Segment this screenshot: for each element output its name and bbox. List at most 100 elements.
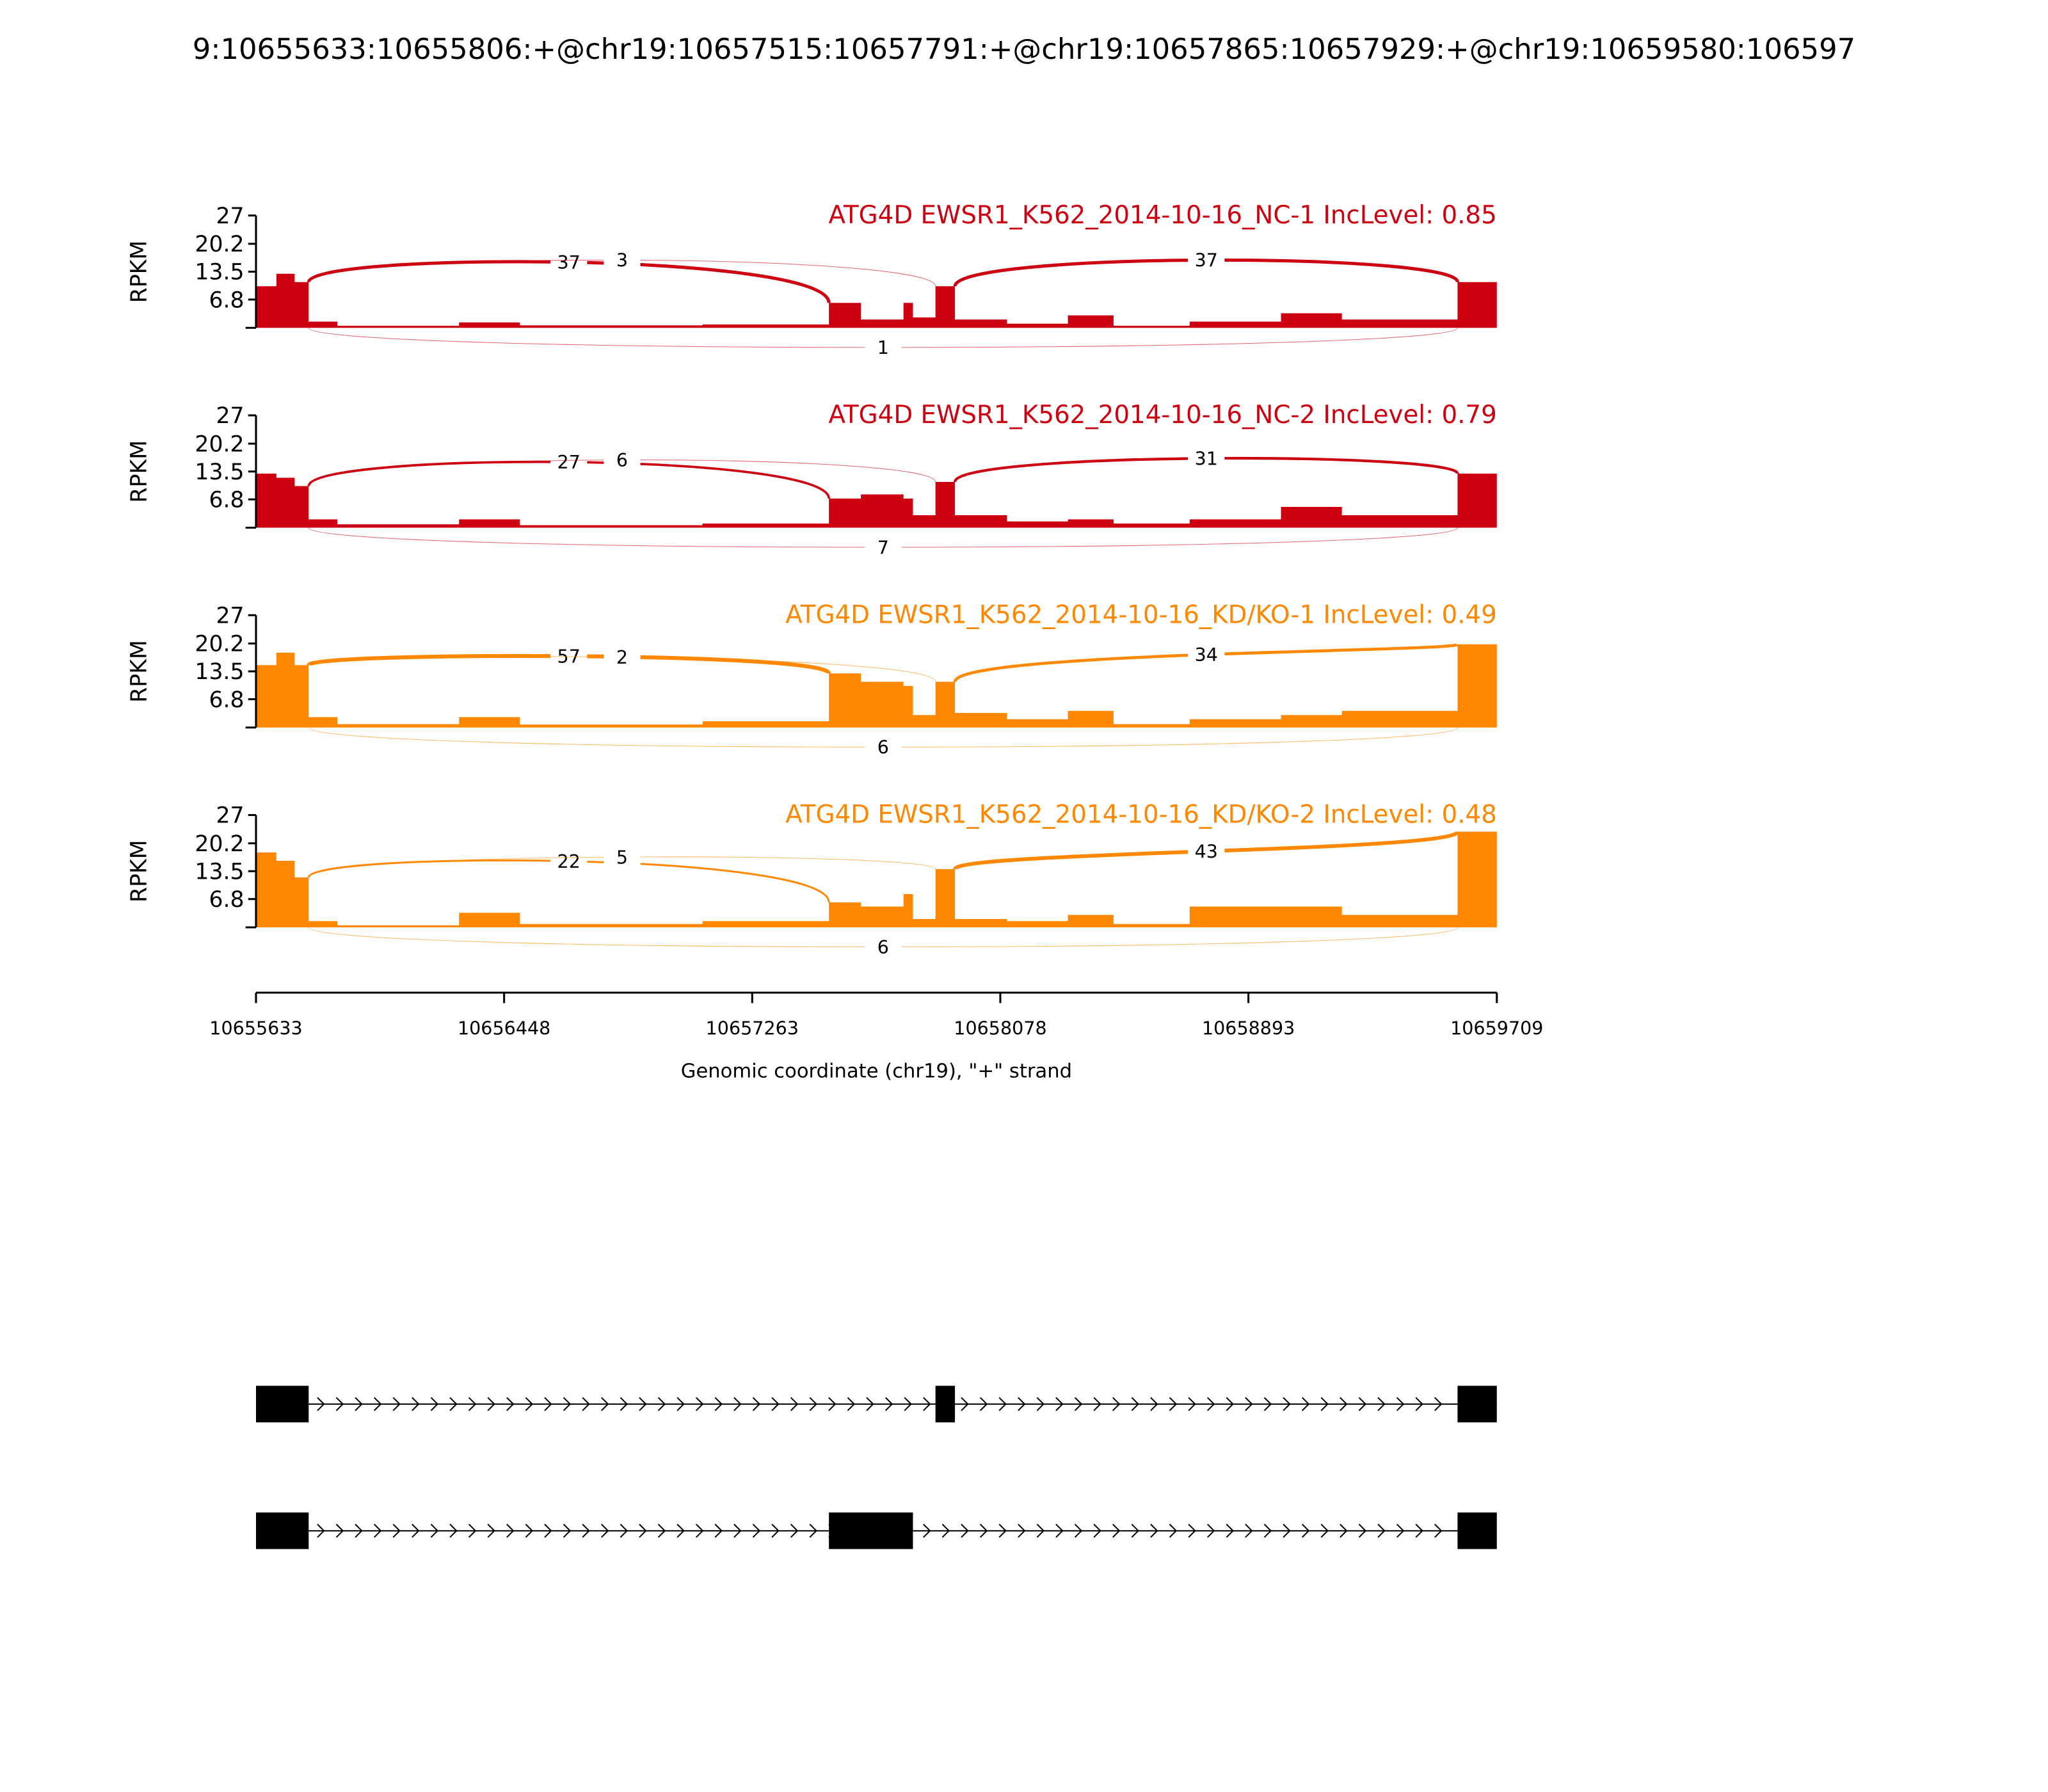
sample-title: ATG4D EWSR1_K562_2014-10-16_NC-1 IncLeve… [828, 201, 1496, 230]
strand-arrow-icon [1320, 1396, 1329, 1411]
strand-arrow-icon [828, 1396, 836, 1411]
isoform [256, 1512, 1497, 1549]
y-tick-label: 27 [216, 603, 244, 628]
strand-arrow-icon [1377, 1523, 1386, 1538]
x-tick-label: 10656448 [458, 1017, 550, 1039]
strand-arrow-icon [1131, 1523, 1140, 1538]
y-tick-label: 13.5 [195, 260, 244, 285]
y-axis-label: RPKM [127, 241, 152, 303]
y-tick-label: 27 [216, 204, 244, 229]
y-axis-label: RPKM [127, 640, 152, 703]
strand-arrow-icon [809, 1523, 817, 1538]
strand-arrow-icon [714, 1523, 723, 1538]
strand-arrow-icon [1396, 1396, 1405, 1411]
junction-label-bg [865, 737, 902, 758]
strand-arrow-icon [1036, 1396, 1045, 1411]
junction-label-bg [550, 451, 588, 473]
y-tick-label: 6.8 [209, 488, 244, 513]
strand-arrow-icon [582, 1523, 590, 1538]
strand-arrow-icon [1283, 1523, 1291, 1538]
strand-arrow-icon [961, 1396, 969, 1411]
strand-arrow-icon [979, 1523, 988, 1538]
strand-arrow-icon [355, 1523, 363, 1538]
strand-arrow-icon [809, 1396, 817, 1411]
strand-arrow-icon [1169, 1396, 1178, 1411]
strand-arrow-icon [1226, 1523, 1234, 1538]
strand-arrow-icon [676, 1396, 685, 1411]
x-tick-label: 10659709 [1450, 1017, 1543, 1039]
junction-count: 31 [1195, 447, 1218, 469]
sample-title: ATG4D EWSR1_K562_2014-10-16_KD/KO-1 IncL… [785, 600, 1496, 629]
y-axis-label: RPKM [127, 440, 152, 503]
strand-arrow-icon [392, 1523, 401, 1538]
strand-arrow-icon [487, 1523, 495, 1538]
strand-arrow-icon [468, 1523, 477, 1538]
junction-label-bg [1188, 644, 1225, 666]
strand-arrow-icon [676, 1523, 685, 1538]
strand-arrow-icon [1074, 1396, 1083, 1411]
strand-arrow-icon [733, 1523, 742, 1538]
strand-arrow-icon [430, 1396, 439, 1411]
exon [829, 1512, 913, 1549]
exon [256, 1386, 309, 1423]
strand-arrow-icon [1301, 1396, 1310, 1411]
x-tick-label: 10655633 [209, 1017, 302, 1039]
strand-arrow-icon [904, 1396, 912, 1411]
strand-arrow-icon [449, 1523, 458, 1538]
x-axis-label: Genomic coordinate (chr19), "+" strand [681, 1060, 1072, 1083]
coverage-area [256, 273, 1497, 328]
strand-arrow-icon [1245, 1523, 1253, 1538]
strand-arrow-icon [979, 1396, 988, 1411]
strand-arrow-icon [941, 1523, 950, 1538]
exon [935, 1386, 956, 1423]
junction-label-bg [550, 851, 588, 872]
y-tick-label: 20.2 [195, 632, 244, 657]
strand-arrow-icon [335, 1523, 344, 1538]
strand-arrow-icon [1434, 1523, 1443, 1538]
strand-arrow-icon [1036, 1523, 1045, 1538]
junction-label-bg [604, 449, 641, 470]
strand-arrow-icon [506, 1523, 515, 1538]
strand-arrow-icon [1415, 1523, 1423, 1538]
strand-arrow-icon [525, 1396, 534, 1411]
junction-count: 6 [616, 449, 628, 471]
junction-label-bg [865, 936, 902, 957]
strand-arrow-icon [1131, 1396, 1140, 1411]
strand-arrow-icon [601, 1523, 609, 1538]
strand-arrow-icon [714, 1396, 723, 1411]
y-tick-label: 27 [216, 803, 244, 829]
coverage-area [256, 831, 1497, 927]
strand-arrow-icon [1226, 1396, 1234, 1411]
y-tick-label: 6.8 [209, 887, 244, 913]
isoform [256, 1386, 1497, 1423]
strand-arrow-icon [1301, 1523, 1310, 1538]
strand-arrow-icon [1358, 1396, 1367, 1411]
strand-arrow-icon [1188, 1396, 1196, 1411]
strand-arrow-icon [1169, 1523, 1178, 1538]
strand-arrow-icon [412, 1396, 420, 1411]
gene-model [256, 1386, 1497, 1549]
strand-arrow-icon [1396, 1523, 1405, 1538]
strand-arrow-icon [1112, 1396, 1121, 1411]
junction-count: 27 [557, 451, 580, 473]
strand-arrow-icon [866, 1396, 874, 1411]
strand-arrow-icon [771, 1396, 780, 1411]
strand-arrow-icon [884, 1396, 893, 1411]
strand-arrow-icon [1018, 1523, 1026, 1538]
strand-arrow-icon [355, 1396, 363, 1411]
strand-arrow-icon [430, 1523, 439, 1538]
junction-label-bg [865, 337, 902, 358]
x-tick-label: 10657263 [706, 1017, 799, 1039]
coverage-area [256, 473, 1497, 528]
strand-arrow-icon [657, 1523, 666, 1538]
y-tick-label: 6.8 [209, 687, 244, 713]
x-tick-label: 10658078 [954, 1017, 1046, 1039]
junction-count: 22 [557, 851, 580, 872]
junction-count: 3 [616, 250, 628, 271]
strand-arrow-icon [620, 1396, 628, 1411]
strand-arrow-icon [525, 1523, 534, 1538]
y-tick-label: 20.2 [195, 831, 244, 857]
